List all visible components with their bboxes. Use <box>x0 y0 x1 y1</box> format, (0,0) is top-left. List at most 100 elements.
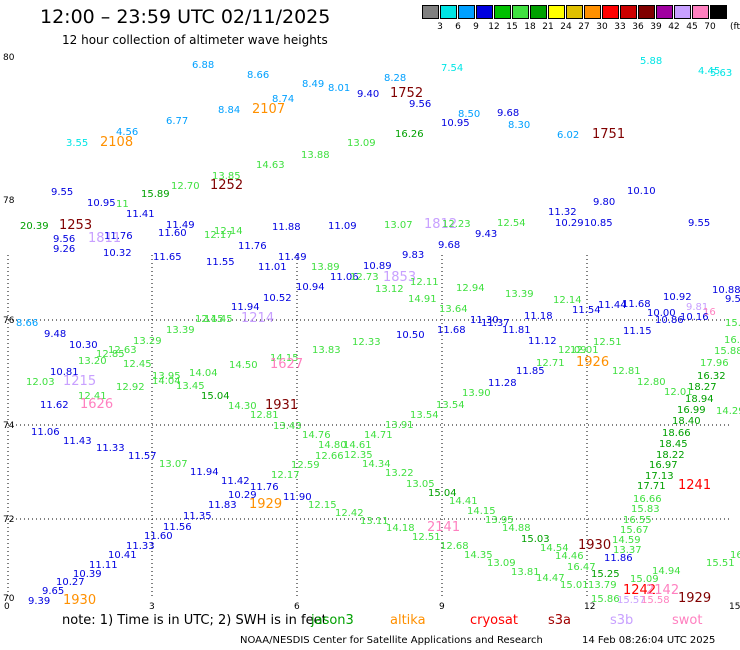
wave-height-value: 12.17 <box>271 470 300 481</box>
y-tick-label: 76 <box>3 316 15 326</box>
wave-height-value: 11.35 <box>183 511 212 522</box>
wave-height-value: 10.16 <box>680 312 709 323</box>
wave-height-value: 6.02 <box>557 130 579 141</box>
colorbar-label: 15 <box>506 22 518 32</box>
wave-height-value: 13.90 <box>462 388 491 399</box>
wave-height-value: 11.43 <box>63 436 92 447</box>
wave-height-value: 13.88 <box>301 150 330 161</box>
pass-time-label: 1751 <box>592 127 625 142</box>
wave-height-value: 14.04 <box>152 376 181 387</box>
wave-height-value: 16.66 <box>633 494 662 505</box>
pass-time-label: 1929 <box>678 591 711 606</box>
wave-height-value: 17.96 <box>700 358 729 369</box>
wave-height-value: 11.18 <box>524 311 553 322</box>
grid-lines <box>7 255 732 598</box>
wave-height-value: 16.55 <box>623 515 652 526</box>
colorbar-label: 21 <box>542 22 554 32</box>
wave-height-value: 15.25 <box>591 569 620 580</box>
wave-height-value: 12.51 <box>412 532 441 543</box>
wave-height-value: 12.17 <box>204 230 233 241</box>
wave-height-value: 11.56 <box>163 522 192 533</box>
wave-height-value: 11.12 <box>528 336 557 347</box>
wave-height-value: 14.50 <box>229 360 258 371</box>
wave-height-value: 13.95 <box>485 515 514 526</box>
wave-height-value: 13.09 <box>347 138 376 149</box>
footnote: note: 1) Time is in UTC; 2) SWH is in fe… <box>62 613 327 628</box>
wave-height-value: 12.23 <box>442 219 471 230</box>
pass-time-label: 1930 <box>63 593 96 608</box>
pass-time-label: 1253 <box>59 218 92 233</box>
wave-height-value: 13.91 <box>385 420 414 431</box>
x-tick-label: 6 <box>294 602 300 612</box>
wave-height-value: 10.89 <box>363 261 392 272</box>
wave-height-value: 8.28 <box>384 73 406 84</box>
wave-height-value: 11.49 <box>278 252 307 263</box>
wave-height-value: 11.68 <box>437 325 466 336</box>
wave-height-value: 15.51 <box>706 558 735 569</box>
wave-height-value: 14.71 <box>364 430 393 441</box>
wave-height-value: 13.37 <box>613 545 642 556</box>
colorbar-swatch <box>440 5 457 19</box>
wave-height-value: 12.15 <box>195 314 224 325</box>
wave-height-value: 11.65 <box>153 252 182 263</box>
wave-height-value: 14.94 <box>652 566 681 577</box>
pass-time-label: 1214 <box>241 311 274 326</box>
colorbar-swatch <box>620 5 637 19</box>
x-tick-label: 3 <box>149 602 155 612</box>
pass-time-label: 1626 <box>80 397 113 412</box>
legend-jason3: jason3 <box>311 613 354 628</box>
wave-height-value: 12.35 <box>344 450 373 461</box>
wave-height-value: 11.94 <box>231 302 260 313</box>
wave-height-value: 13.85 <box>212 171 241 182</box>
wave-height-value: 12.42 <box>335 508 364 519</box>
pass-time-label: 1252 <box>210 178 243 193</box>
pass-time-label: 1215 <box>63 374 96 389</box>
wave-height-value: 9.39 <box>28 596 50 607</box>
wave-height-value: 11.33 <box>96 443 125 454</box>
wave-height-value: 8.49 <box>302 79 324 90</box>
wave-height-value: 10.39 <box>73 569 102 580</box>
wave-height-value: 15.03 <box>521 534 550 545</box>
pass-time-label: 1242 <box>623 583 656 598</box>
wave-height-value: 16 <box>703 307 716 318</box>
wave-height-labels: 6.88 8.66 8.49 8.01 8.28 7.54 5.88 4.455.63 8.74… <box>16 56 740 608</box>
wave-height-value: 9.56 <box>53 234 75 245</box>
wave-height-value: 18.66 <box>662 428 691 439</box>
wave-height-value: 15. <box>725 318 740 329</box>
wave-height-value: 15.83 <box>631 504 660 515</box>
colorbar-swatch <box>692 5 709 19</box>
colorbar-swatch <box>548 5 565 19</box>
x-tick-label: 12 <box>584 602 595 612</box>
wave-height-value: 9.83 <box>402 250 424 261</box>
wave-height-value: 11.94 <box>190 467 219 478</box>
wave-height-value: 14.47 <box>536 573 565 584</box>
pass-time-label: 1929 <box>249 497 282 512</box>
wave-height-value: 11.85 <box>516 366 545 377</box>
wave-height-value: 9.43 <box>475 229 497 240</box>
wave-height-value: 11.33 <box>126 541 155 552</box>
wave-height-value: 12.70 <box>171 181 200 192</box>
pass-time-label: 2141 <box>427 520 460 535</box>
wave-height-value: 12.94 <box>456 283 485 294</box>
wave-height-value: 11.68 <box>622 299 651 310</box>
wave-height-value: 9.40 <box>357 89 379 100</box>
wave-height-value: 9.55 <box>688 218 710 229</box>
wave-height-value: 10.95 <box>87 198 116 209</box>
wave-height-value: 13.39 <box>166 325 195 336</box>
wave-height-value: 12.80 <box>637 377 666 388</box>
colorbar-label: 3 <box>437 22 443 32</box>
wave-height-value: 14.15 <box>270 353 299 364</box>
wave-height-value: 14.54 <box>540 543 569 554</box>
wave-height-value: 15.57 <box>617 595 646 606</box>
y-tick-label: 78 <box>3 196 15 206</box>
wave-height-value: 16.26 <box>395 129 424 140</box>
wave-height-value: 12.68 <box>440 541 469 552</box>
wave-height-value: 12.14 <box>553 295 582 306</box>
wave-height-value: 12.15 <box>308 500 337 511</box>
wave-height-value: 11.28 <box>488 378 517 389</box>
wave-height-value: 8.30 <box>508 120 530 131</box>
wave-height-value: 9.65 <box>42 586 64 597</box>
wave-height-value: 9.68 <box>497 108 519 119</box>
wave-height-value: 10.10 <box>627 186 656 197</box>
wave-height-value: 8.66 <box>16 318 38 329</box>
